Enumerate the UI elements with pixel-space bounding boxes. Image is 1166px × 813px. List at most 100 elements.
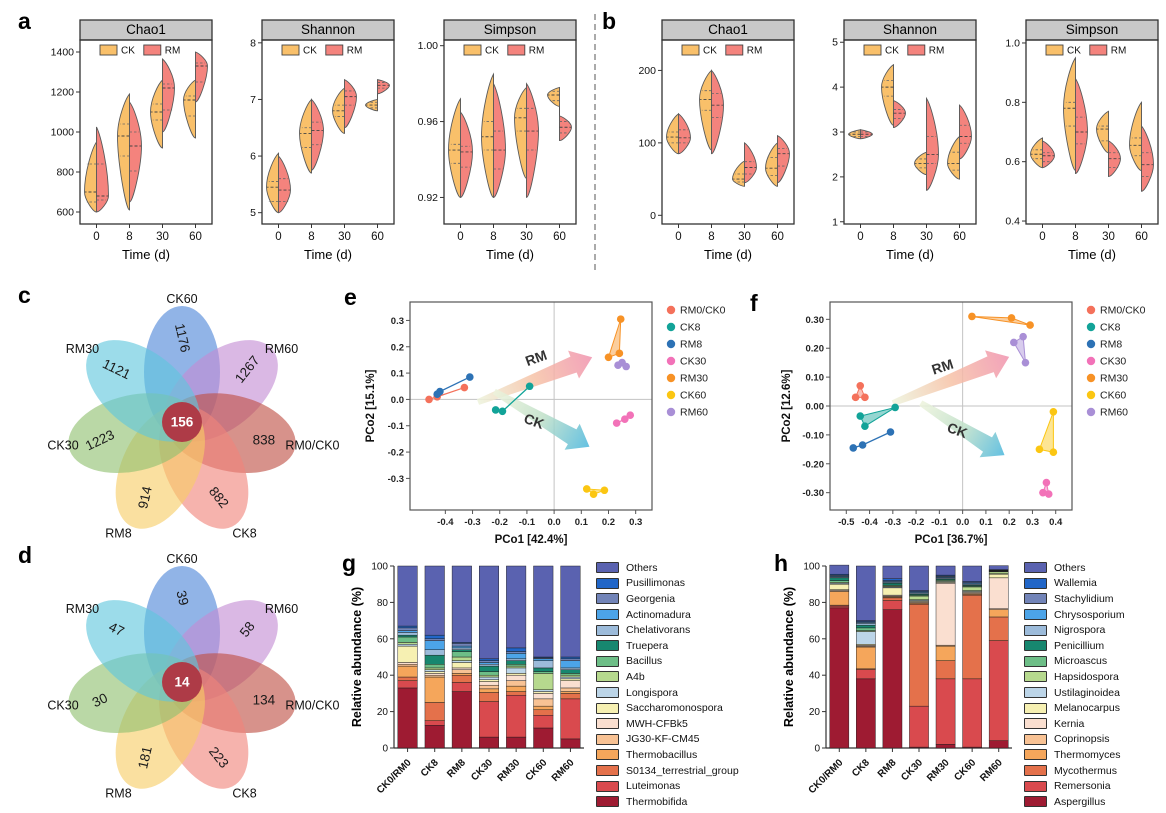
svg-text:0: 0 xyxy=(857,231,863,243)
svg-text:6: 6 xyxy=(250,151,256,163)
svg-text:30: 30 xyxy=(156,231,169,243)
svg-text:2: 2 xyxy=(832,171,838,183)
svg-text:CK60: CK60 xyxy=(166,552,197,566)
legend-item: Penicillium xyxy=(1024,638,1166,654)
svg-text:PCo2 [15.1%]: PCo2 [15.1%] xyxy=(365,369,377,442)
svg-text:RM: RM xyxy=(1111,46,1127,57)
svg-text:1: 1 xyxy=(832,216,838,228)
svg-text:PCo1 [42.4%]: PCo1 [42.4%] xyxy=(495,534,568,546)
legend-label: Coprinopsis xyxy=(1054,733,1110,746)
svg-text:CK30: CK30 xyxy=(680,356,706,368)
legend-swatch xyxy=(596,609,619,621)
legend-label: Pusillimonas xyxy=(626,577,685,590)
legend-label: Stachylidium xyxy=(1054,592,1114,605)
svg-text:Simpson: Simpson xyxy=(484,22,537,37)
svg-text:-0.5: -0.5 xyxy=(838,517,855,528)
legend-item: Wallemia xyxy=(1024,576,1166,592)
svg-text:838: 838 xyxy=(253,433,276,448)
svg-text:0.00: 0.00 xyxy=(806,402,825,413)
svg-text:40: 40 xyxy=(377,671,389,682)
svg-text:20: 20 xyxy=(809,707,821,718)
svg-text:RM8: RM8 xyxy=(105,787,131,801)
svg-text:4: 4 xyxy=(832,82,838,94)
legend-swatch xyxy=(596,765,619,777)
svg-text:RM0/CK0: RM0/CK0 xyxy=(285,439,339,453)
legend-item: Remersonia xyxy=(1024,778,1166,794)
legend-item: Mycothermus xyxy=(1024,763,1166,779)
svg-text:-0.20: -0.20 xyxy=(802,459,824,470)
legend-label: Bacillus xyxy=(626,655,663,668)
violin-chart-b-chao1: Chao1 0 100 200 0 8 30 60 Time (d) CK RM xyxy=(638,19,795,262)
svg-text:RM30: RM30 xyxy=(680,373,708,385)
svg-text:RM: RM xyxy=(747,46,763,57)
svg-text:Chao1: Chao1 xyxy=(708,22,748,37)
svg-text:0.1: 0.1 xyxy=(979,517,993,528)
legend-swatch xyxy=(1024,640,1047,652)
svg-text:RM0/CK0: RM0/CK0 xyxy=(680,305,726,317)
svg-text:Relative abundance (%): Relative abundance (%) xyxy=(782,587,796,727)
svg-text:-0.30: -0.30 xyxy=(802,488,824,499)
svg-text:CK: CK xyxy=(885,46,899,57)
stacked-bar-bacteria: 0 20 40 60 80 100 Relative abundance (%) CK0/RM… xyxy=(350,562,584,796)
violin-chart-a-shannon: Shannon 5 6 7 8 0 8 30 60 Time (d) CK RM xyxy=(250,19,395,262)
svg-text:800: 800 xyxy=(56,167,74,179)
svg-text:CK60: CK60 xyxy=(952,757,978,783)
svg-text:RM8: RM8 xyxy=(876,757,899,780)
legend-label: Remersonia xyxy=(1054,780,1111,793)
svg-text:-0.3: -0.3 xyxy=(388,474,404,485)
legend-item: MWH-CFBk5 xyxy=(596,716,776,732)
legend-swatch xyxy=(1024,562,1047,574)
svg-text:60: 60 xyxy=(771,231,784,243)
svg-text:0.30: 0.30 xyxy=(806,315,825,326)
legend-label: Thermobifida xyxy=(626,795,688,808)
legend-swatch xyxy=(1024,765,1047,777)
svg-text:CK8: CK8 xyxy=(850,757,872,779)
svg-text:40: 40 xyxy=(809,671,821,682)
svg-text:1400: 1400 xyxy=(51,47,75,59)
svg-text:CK0/RM0: CK0/RM0 xyxy=(807,757,846,796)
legend-label: Saccharomonospora xyxy=(626,702,723,715)
legend-label: Hapsidospora xyxy=(1054,670,1119,683)
legend-swatch xyxy=(1024,702,1047,714)
svg-text:1.0: 1.0 xyxy=(1005,37,1020,49)
svg-text:0.1: 0.1 xyxy=(575,517,589,528)
svg-text:CK: CK xyxy=(703,46,717,57)
svg-text:Shannon: Shannon xyxy=(301,22,355,37)
svg-text:5: 5 xyxy=(832,37,838,49)
svg-text:5: 5 xyxy=(250,207,256,219)
legend-swatch xyxy=(596,702,619,714)
legend-swatch xyxy=(596,780,619,792)
legend-swatch xyxy=(596,733,619,745)
svg-text:0.8: 0.8 xyxy=(1005,97,1020,109)
legend-item: Microascus xyxy=(1024,654,1166,670)
legend-label: Kernia xyxy=(1054,717,1085,730)
legend-label: S0134_terrestrial_group xyxy=(626,764,739,777)
svg-text:30: 30 xyxy=(920,231,933,243)
svg-text:CK: CK xyxy=(121,46,135,57)
legend-label: Actinomadura xyxy=(626,608,691,621)
svg-text:80: 80 xyxy=(809,598,821,609)
svg-text:0.6: 0.6 xyxy=(1005,156,1020,168)
svg-text:Simpson: Simpson xyxy=(1066,22,1119,37)
svg-text:39: 39 xyxy=(174,589,192,607)
panel-label-d: d xyxy=(18,542,33,568)
legend-item: Melanocarpus xyxy=(1024,700,1166,716)
legend-label: Melanocarpus xyxy=(1054,702,1120,715)
svg-text:60: 60 xyxy=(377,634,389,645)
svg-text:Time (d): Time (d) xyxy=(304,247,352,262)
legend-swatch xyxy=(596,562,619,574)
legend-label: Ustilaginoidea xyxy=(1054,686,1120,699)
svg-text:0.3: 0.3 xyxy=(629,517,642,528)
svg-text:0.3: 0.3 xyxy=(391,316,404,327)
legend-swatch xyxy=(596,687,619,699)
svg-text:156: 156 xyxy=(171,415,194,430)
svg-text:Chao1: Chao1 xyxy=(126,22,166,37)
legend-item: Longispora xyxy=(596,685,776,701)
svg-text:Relative abundance (%): Relative abundance (%) xyxy=(350,587,364,727)
svg-text:CK0/RM0: CK0/RM0 xyxy=(375,757,414,796)
svg-text:20: 20 xyxy=(377,707,389,718)
svg-text:30: 30 xyxy=(338,231,351,243)
legend-item: Thermobacillus xyxy=(596,747,776,763)
legend-swatch xyxy=(596,718,619,730)
